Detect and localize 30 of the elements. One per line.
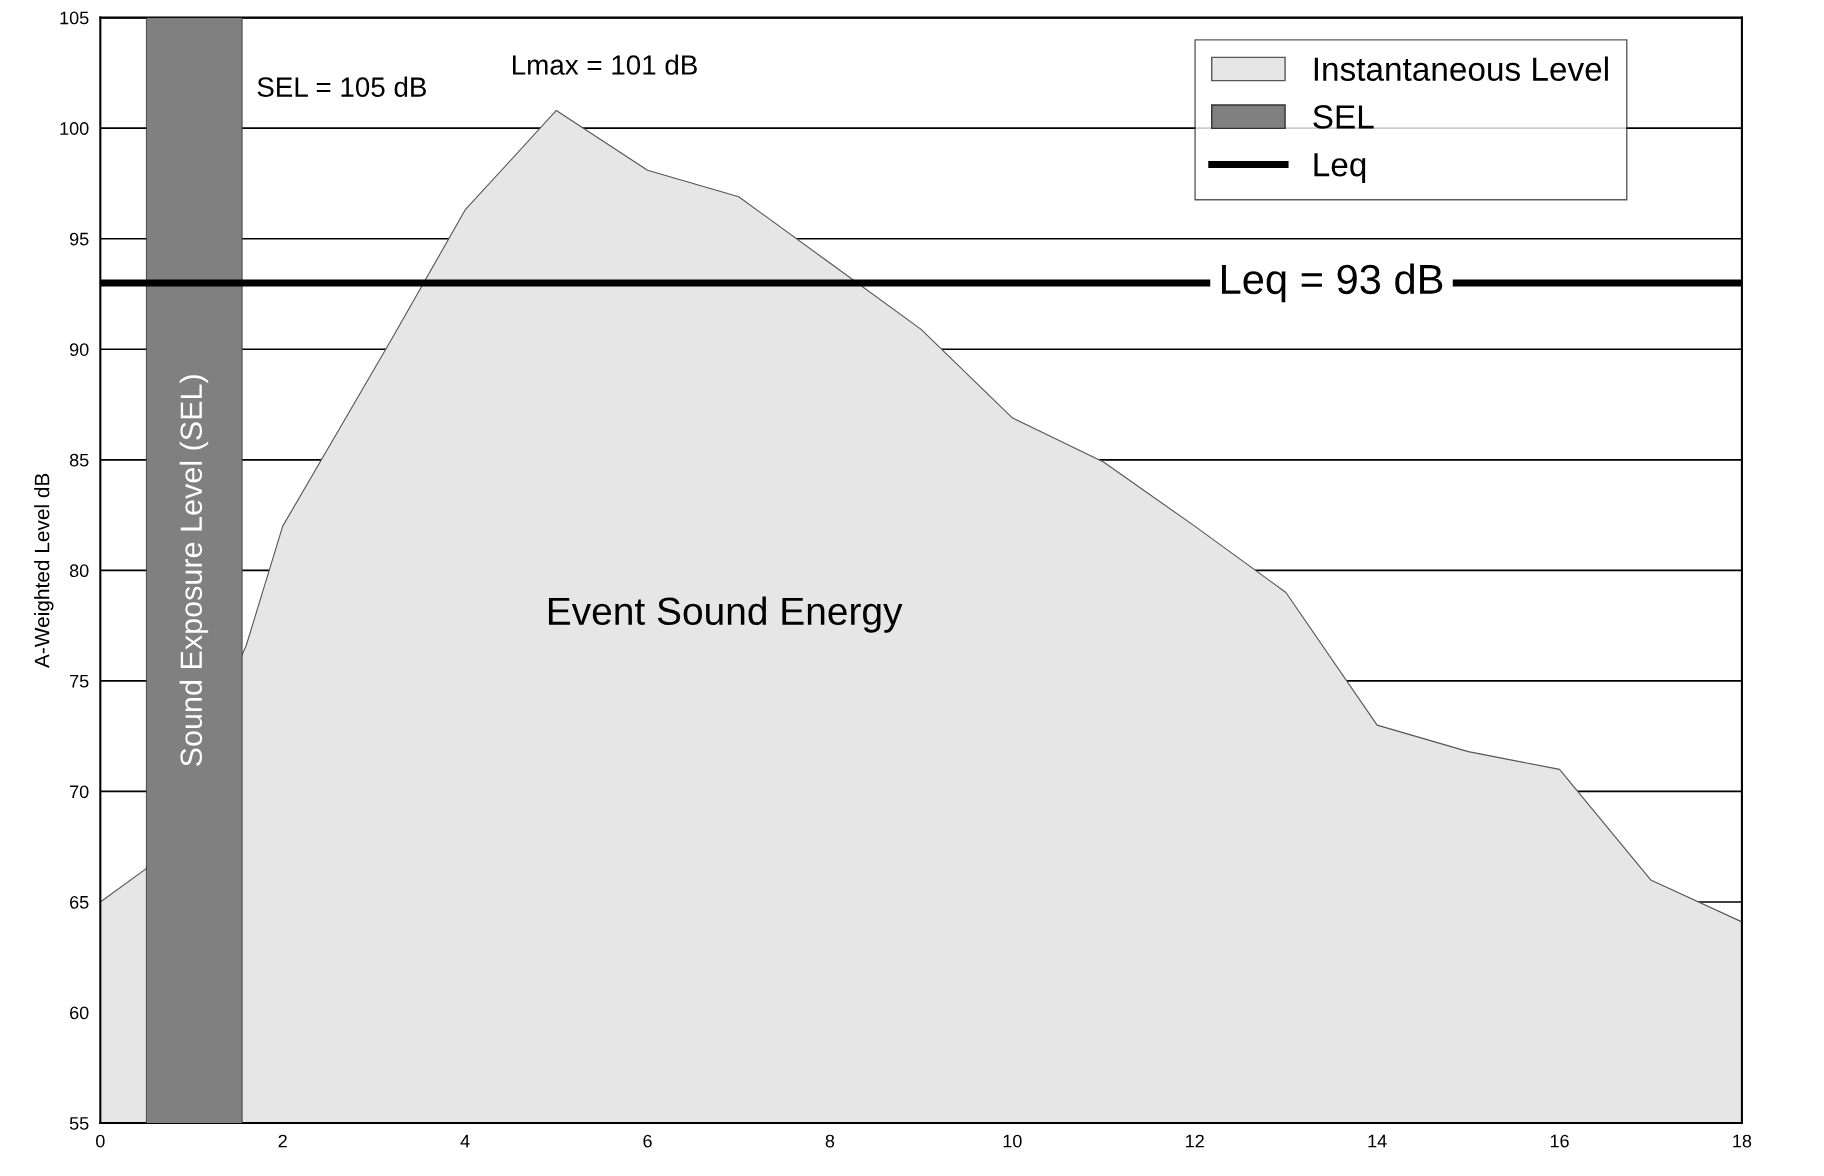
- y-tick-label: 105: [60, 11, 89, 25]
- x-tick-label: 18: [1733, 1134, 1752, 1148]
- y-tick-label: 95: [69, 232, 89, 246]
- x-tick-label: 14: [1368, 1134, 1387, 1148]
- y-tick-label: 70: [70, 785, 89, 799]
- annotation: Lmax = 101 dB: [513, 54, 697, 75]
- x-tick-label: 16: [1550, 1134, 1569, 1148]
- y-tick-label: 55: [69, 1117, 89, 1130]
- y-tick-label: 85: [69, 453, 89, 467]
- legend-label: Leq: [1314, 153, 1366, 184]
- legend-label: Instantaneous Level: [1314, 56, 1608, 81]
- y-axis-title: A-Weighted Level dB: [34, 473, 54, 668]
- y-tick-label: 60: [70, 1006, 89, 1020]
- legend-label: SEL: [1313, 105, 1374, 129]
- y-tick-label: 100: [60, 122, 89, 135]
- x-tick-label: 6: [643, 1134, 652, 1148]
- y-tick-label: 80: [69, 564, 89, 578]
- y-tick-label: 75: [70, 675, 89, 688]
- y-tick-label: 90: [69, 343, 89, 356]
- annotation: Sound Exposure Level (SEL): [179, 375, 209, 766]
- x-tick-label: 12: [1186, 1134, 1204, 1148]
- x-tick-label: 2: [278, 1134, 287, 1148]
- annotation: Event Sound Energy: [548, 596, 903, 633]
- x-tick-label: 10: [1003, 1134, 1022, 1148]
- annotation: Leq = 93 dB: [1222, 263, 1443, 303]
- y-tick-label: 65: [70, 895, 89, 909]
- x-tick-label: 4: [460, 1134, 470, 1148]
- x-tick-label: 0: [96, 1134, 105, 1148]
- x-tick-label: 8: [825, 1134, 835, 1148]
- annotation: SEL = 105 dB: [257, 76, 426, 97]
